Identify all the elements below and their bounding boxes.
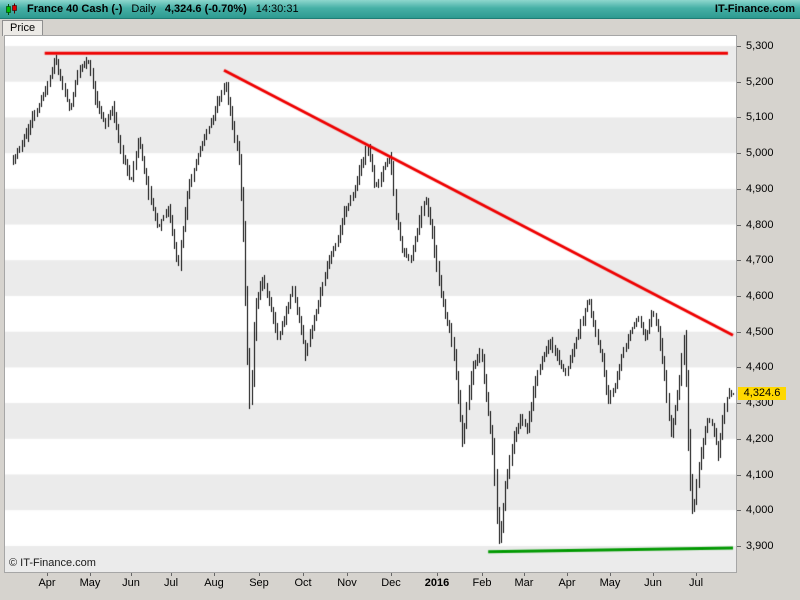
price-axis-tick — [737, 81, 741, 83]
time-axis-tick — [610, 573, 611, 576]
price-tab[interactable]: Price — [2, 20, 44, 36]
instrument-name: France 40 Cash (-) — [27, 3, 123, 15]
time-axis-label: Feb — [472, 577, 492, 589]
time-axis-tick — [131, 573, 132, 576]
price-axis-label: 4,700 — [746, 254, 774, 267]
time-axis-label: Jun — [122, 577, 140, 589]
time-axis-tick — [259, 573, 260, 576]
title-bar: France 40 Cash (-) Daily 4,324.6 (-0.70%… — [0, 0, 800, 19]
price-axis-tick — [737, 117, 741, 119]
price-axis-tick — [737, 403, 741, 405]
time-axis-tick — [696, 573, 697, 576]
brand-label: IT-Finance.com — [714, 3, 795, 15]
time-axis-label: 2016 — [424, 577, 450, 589]
price-axis-tick — [737, 438, 741, 440]
price-axis-tick — [737, 474, 741, 476]
time-axis-label: Mar — [514, 577, 534, 589]
price-axis-label: 5,000 — [746, 147, 774, 160]
time-axis-label: Apr — [558, 577, 576, 589]
price-chart-canvas[interactable] — [5, 36, 736, 572]
chart-plot-area[interactable]: © IT-Finance.com — [4, 35, 737, 573]
price-axis-tick — [737, 331, 741, 333]
price-axis-tick — [737, 45, 741, 47]
price-axis-label: 4,600 — [746, 289, 774, 302]
time-axis-label: Dec — [381, 577, 401, 589]
time-axis-label: Jul — [688, 577, 704, 589]
price-axis-label: 4,800 — [746, 218, 774, 231]
price-axis-label: 5,200 — [746, 75, 774, 88]
price-axis-label: 3,900 — [746, 539, 774, 552]
time-axis-label: Nov — [337, 577, 357, 589]
time-axis-tick — [303, 573, 304, 576]
time-axis-label: Jun — [644, 577, 662, 589]
last-quote: 4,324.6 (-0.70%) — [164, 3, 247, 15]
time-axis-tick — [90, 573, 91, 576]
price-axis-tick — [737, 153, 741, 155]
price-axis-label: 5,100 — [746, 111, 774, 124]
time-axis-tick — [482, 573, 483, 576]
price-axis-tick — [737, 260, 741, 262]
time-axis-tick — [214, 573, 215, 576]
time-axis-tick — [171, 573, 172, 576]
time-axis-label: Aug — [204, 577, 224, 589]
time-axis-tick — [437, 573, 438, 576]
time-axis-tick — [47, 573, 48, 576]
price-axis-label: 4,000 — [746, 504, 774, 517]
quote-time: 14:30:31 — [255, 3, 299, 15]
price-axis-label: 4,900 — [746, 182, 774, 195]
copyright-watermark: © IT-Finance.com — [9, 557, 96, 569]
price-axis-tick — [737, 545, 741, 547]
price-axis-label: 4,100 — [746, 468, 774, 481]
candlestick-chart-icon — [5, 3, 18, 16]
time-axis-tick — [567, 573, 568, 576]
price-axis-label: 4,500 — [746, 325, 774, 338]
time-axis-label: Sep — [249, 577, 269, 589]
time-axis-label: Apr — [38, 577, 56, 589]
price-axis-tick — [737, 510, 741, 512]
time-axis[interactable]: Apr May Jun Jul Aug Sep Oct Nov Dec 2016 Feb Mar Apr… — [5, 573, 736, 595]
time-axis-label: May — [599, 577, 621, 589]
price-axis-tick — [737, 295, 741, 297]
time-axis-label: Oct — [294, 577, 312, 589]
price-axis-tick — [737, 224, 741, 226]
time-axis-label: May — [79, 577, 101, 589]
price-axis-label: 5,300 — [746, 39, 774, 52]
last-price-badge: 4,324.6 — [738, 387, 786, 401]
timeframe-label: Daily — [131, 3, 156, 15]
time-axis-tick — [524, 573, 525, 576]
time-axis-tick — [347, 573, 348, 576]
price-axis-label: 4,200 — [746, 432, 774, 445]
time-axis-label: Jul — [163, 577, 179, 589]
price-axis-tick — [737, 367, 741, 369]
price-axis-tick — [737, 188, 741, 190]
price-axis[interactable]: 5,300 5,200 5,100 5,000 4,900 4,800 4,700 4,600… — [737, 36, 800, 572]
price-axis-label: 4,400 — [746, 361, 774, 374]
time-axis-tick — [653, 573, 654, 576]
time-axis-tick — [391, 573, 392, 576]
